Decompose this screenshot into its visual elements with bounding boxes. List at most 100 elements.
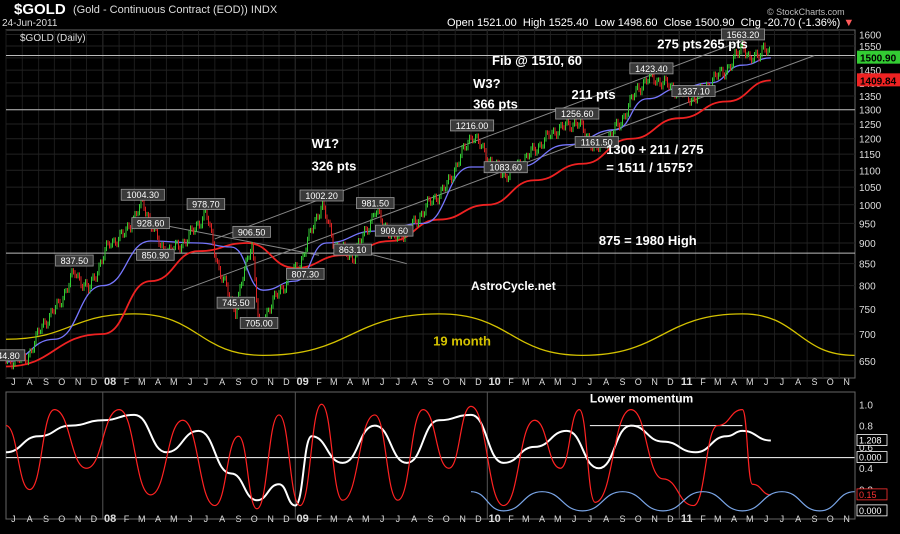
price-label: 837.50 bbox=[61, 256, 89, 266]
y-tick-label: 750 bbox=[859, 305, 876, 316]
price-label: 978.70 bbox=[192, 200, 220, 210]
x-tick-label: A bbox=[539, 377, 545, 387]
price-label-box bbox=[216, 296, 256, 309]
momentum-series-line bbox=[5, 413, 771, 507]
x-tick-label: J bbox=[572, 377, 577, 387]
x-tick-label: 10 bbox=[489, 376, 501, 388]
y-tick-label: 1150 bbox=[859, 150, 881, 161]
x-tick-label: D bbox=[667, 377, 674, 387]
x-tick-label: S bbox=[235, 377, 241, 387]
price-label-box bbox=[239, 317, 279, 329]
chart-annotation: 875 = 1980 High bbox=[599, 233, 697, 248]
close-label: Close bbox=[663, 17, 692, 29]
price-label-box bbox=[120, 188, 165, 201]
x-tick-label: J bbox=[380, 377, 385, 387]
panel-label: $GOLD (Daily) bbox=[20, 33, 86, 44]
x-tick-label: F bbox=[700, 377, 706, 387]
chart-annotation: 366 pts bbox=[473, 96, 518, 111]
x-tick-label: F bbox=[508, 377, 514, 387]
momentum-x-tick-label: D bbox=[283, 514, 290, 524]
x-tick-label: D bbox=[475, 377, 482, 387]
price-label-box bbox=[671, 85, 716, 97]
momentum-value-label: 0.15 bbox=[859, 490, 877, 500]
x-tick-label: S bbox=[43, 377, 49, 387]
y-tick-label: 1100 bbox=[859, 166, 881, 177]
price-label-box bbox=[0, 349, 26, 362]
momentum-x-tick-label: A bbox=[347, 514, 353, 524]
momentum-x-tick-label: J bbox=[780, 514, 785, 524]
momentum-x-tick-label: M bbox=[362, 514, 370, 524]
momentum-x-tick-label: N bbox=[75, 514, 82, 524]
price-label-box bbox=[574, 136, 619, 148]
price-label: 1083.60 bbox=[489, 163, 522, 173]
momentum-x-tick-label: M bbox=[170, 514, 178, 524]
x-tick-label: N bbox=[843, 377, 850, 387]
chg-value: -20.70 (-1.36%) bbox=[763, 17, 841, 29]
chart-annotation: W1? bbox=[312, 136, 340, 151]
price-label-box bbox=[55, 254, 94, 267]
chart-annotation: Fib @ 1510, 60 bbox=[492, 53, 582, 68]
price-label: 1004.30 bbox=[126, 190, 159, 200]
momentum-x-tick-label: A bbox=[731, 514, 737, 524]
momentum-x-tick-label: J bbox=[764, 514, 769, 524]
x-tick-label: S bbox=[427, 377, 433, 387]
price-label-box bbox=[286, 267, 325, 280]
price-label-box bbox=[131, 217, 170, 230]
momentum-value-label: 0.000 bbox=[859, 506, 882, 516]
x-tick-label: A bbox=[27, 377, 33, 387]
momentum-value-label: 1.208 bbox=[859, 436, 882, 446]
y-tick-label: 1000 bbox=[859, 201, 882, 212]
price-label-box bbox=[232, 225, 271, 238]
momentum-x-tick-label: J bbox=[380, 514, 385, 524]
y-tick-label: 1450 bbox=[859, 66, 882, 77]
chart-symbol: $GOLD bbox=[14, 1, 66, 18]
momentum-x-tick-label: J bbox=[588, 514, 593, 524]
momentum-x-tick-label: 11 bbox=[681, 513, 693, 525]
x-tick-label: N bbox=[267, 377, 274, 387]
x-tick-label: O bbox=[635, 377, 642, 387]
chart-annotation: 19 month bbox=[433, 334, 491, 349]
price-label: 1423.40 bbox=[635, 64, 668, 74]
y-tick-label: 1200 bbox=[859, 135, 882, 146]
x-tick-label: M bbox=[746, 377, 754, 387]
x-tick-label: O bbox=[58, 377, 65, 387]
x-tick-label: N bbox=[459, 377, 466, 387]
x-tick-label: D bbox=[91, 377, 98, 387]
close-value: 1500.90 bbox=[694, 17, 735, 29]
y-tick-label: 1600 bbox=[859, 31, 882, 42]
price-label: 1256.60 bbox=[561, 109, 594, 119]
price-label: 807.30 bbox=[292, 269, 320, 279]
chart-annotation: 1300 + 211 / 275 bbox=[606, 142, 703, 157]
momentum-x-tick-label: S bbox=[811, 514, 817, 524]
chart-annotation: 211 pts bbox=[571, 87, 615, 102]
price-label-box bbox=[720, 28, 765, 41]
low-value: 1498.60 bbox=[617, 17, 658, 29]
last-value-tag bbox=[857, 73, 900, 87]
y-tick-label: 1250 bbox=[859, 120, 882, 131]
momentum-x-tick-label: N bbox=[843, 514, 850, 524]
momentum-x-tick-label: N bbox=[651, 514, 658, 524]
price-label: 981.50 bbox=[362, 199, 390, 209]
momentum-x-tick-label: J bbox=[11, 514, 16, 524]
price-label-box bbox=[450, 119, 495, 132]
short-ma-line bbox=[5, 57, 771, 363]
x-tick-label: O bbox=[827, 377, 834, 387]
momentum-value-tag bbox=[856, 488, 888, 501]
x-tick-label: O bbox=[443, 377, 450, 387]
momentum-x-tick-label: A bbox=[219, 514, 225, 524]
cycle-curve bbox=[5, 313, 855, 356]
price-label-box bbox=[333, 243, 372, 256]
x-tick-label: D bbox=[283, 377, 290, 387]
momentum-x-tick-label: F bbox=[316, 514, 322, 524]
momentum-x-tick-label: F bbox=[508, 514, 514, 524]
low-label: Low bbox=[594, 17, 615, 29]
price-label-box bbox=[299, 189, 344, 202]
open-value: 1521.00 bbox=[476, 17, 517, 29]
momentum-x-tick-label: O bbox=[251, 514, 258, 524]
last-value-label: 1500.90 bbox=[860, 54, 897, 65]
price-label: 906.50 bbox=[238, 227, 266, 237]
price-label-box bbox=[555, 107, 600, 120]
momentum-series-line bbox=[470, 491, 855, 512]
x-tick-label: 08 bbox=[104, 376, 116, 388]
price-label: 928.60 bbox=[137, 219, 165, 229]
